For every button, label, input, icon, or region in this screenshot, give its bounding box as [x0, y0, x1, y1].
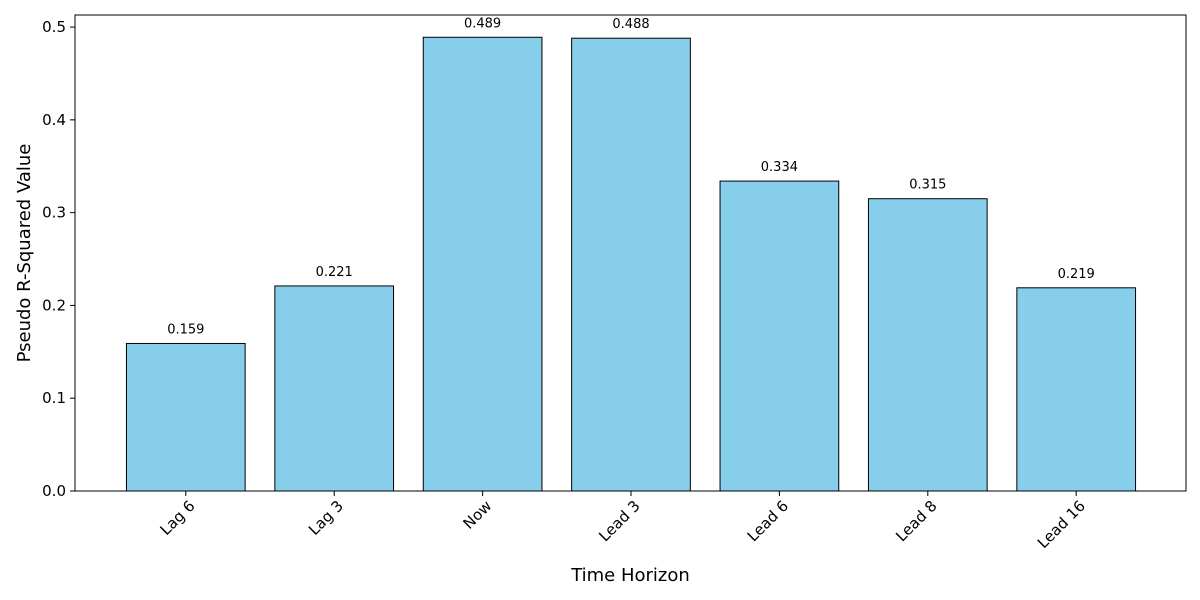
bar-lag-3 [274, 285, 395, 492]
y-tick-label: 0.2 [42, 296, 66, 314]
bar-lag-6 [125, 342, 246, 492]
x-tick-label: Lag 6 [157, 497, 199, 539]
bar-lead-3 [571, 37, 691, 492]
x-tick-label: Lag 3 [305, 497, 347, 539]
y-tick-label: 0.1 [42, 389, 66, 407]
bars-group [125, 36, 1137, 492]
bar-lead-6 [719, 180, 840, 492]
x-tick-label: Lead 8 [892, 497, 940, 545]
x-tick-label: Now [459, 497, 495, 533]
data-label: 0.489 [464, 16, 501, 31]
data-labels-group: 0.159 0.221 0.489 0.488 0.334 0.315 0.219 [167, 16, 1095, 337]
bar-lead-8 [867, 198, 988, 492]
x-axis: Lag 6 Lag 3 Now Lead 3 Lead 6 Lead 8 Lead 16 [157, 491, 1089, 552]
data-label: 0.159 [167, 322, 204, 337]
y-tick-label: 0.3 [42, 204, 66, 222]
x-tick-label: Lead 3 [595, 497, 643, 545]
y-tick-label: 0.4 [42, 111, 66, 129]
y-tick-label: 0.5 [42, 18, 66, 36]
x-tick-label: Lead 6 [744, 497, 792, 545]
data-label: 0.221 [316, 265, 353, 280]
bar-lead-16 [1016, 287, 1137, 492]
x-tick-label: Lead 16 [1034, 497, 1089, 552]
data-label: 0.219 [1058, 267, 1095, 282]
data-label: 0.488 [612, 17, 649, 32]
y-axis-title: Pseudo R-Squared Value [14, 144, 35, 363]
x-axis-title: Time Horizon [570, 565, 690, 586]
data-label: 0.334 [761, 160, 798, 175]
data-label: 0.315 [909, 178, 946, 193]
bar-now [422, 36, 543, 492]
y-axis: 0.0 0.1 0.2 0.3 0.4 0.5 [42, 18, 75, 500]
y-tick-label: 0.0 [42, 482, 66, 500]
